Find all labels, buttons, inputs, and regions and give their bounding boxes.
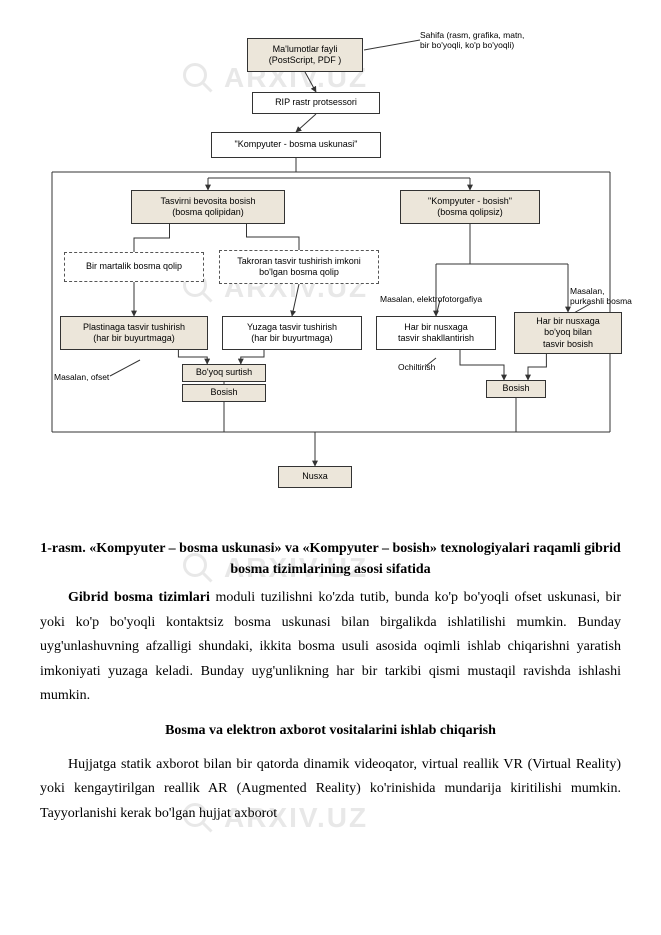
flowchart-diagram: Ma'lumotlar fayli(PostScript, PDF ) RIP r… (0, 0, 661, 530)
flowchart-node: Ma'lumotlar fayli(PostScript, PDF ) (247, 38, 363, 72)
diagram-annotation: Ochiltirish (398, 362, 435, 372)
flowchart-node: Har bir nusxagatasvir shakllantirish (376, 316, 496, 350)
flowchart-node: Bo'yoq surtish (182, 364, 266, 382)
paragraph-1-bold: Gibrid bosma tizimlari (68, 590, 210, 605)
diagram-annotation: Masalan, ofset (54, 372, 109, 382)
flowchart-node: "Kompyuter - bosish"(bosma qolipsiz) (400, 190, 540, 224)
flowchart-node: Tasvirni bevosita bosish(bosma qolipidan… (131, 190, 285, 224)
flowchart-node: Takroran tasvir tushirish imkonibo'lgan … (219, 250, 379, 284)
flowchart-node: Bosish (486, 380, 546, 398)
diagram-annotation: Masalan, elektrofotorgafiya (380, 294, 482, 304)
paragraph-1: Gibrid bosma tizimlari moduli tuzilishni… (40, 586, 621, 709)
subheading: Bosma va elektron axborot vositalarini i… (40, 723, 621, 739)
flowchart-node: Yuzaga tasvir tushirish(har bir buyurtma… (222, 316, 362, 350)
diagram-annotation: Sahifa (rasm, grafika, matn,bir bo'yoqli… (420, 30, 524, 50)
flowchart-node: Bosish (182, 384, 266, 402)
flowchart-node: Nusxa (278, 466, 352, 488)
paragraph-2: Hujjatga statik axborot bilan bir qatord… (40, 753, 621, 827)
flowchart-node: Plastinaga tasvir tushirish(har bir buyu… (60, 316, 208, 350)
paragraph-1-rest: moduli tuzilishni ko'zda tutib, bunda ko… (40, 590, 621, 703)
flowchart-node: RIP rastr protsessori (252, 92, 380, 114)
diagram-annotation: Masalan,purkashli bosma (570, 286, 632, 306)
flowchart-node: "Kompyuter - bosma uskunasi" (211, 132, 381, 158)
flowchart-node: Har bir nusxagabo'yoq bilantasvir bosish (514, 312, 622, 354)
flowchart-node: Bir martalik bosma qolip (64, 252, 204, 282)
figure-caption: 1-rasm. «Kompyuter – bosma uskunasi» va … (40, 538, 621, 580)
